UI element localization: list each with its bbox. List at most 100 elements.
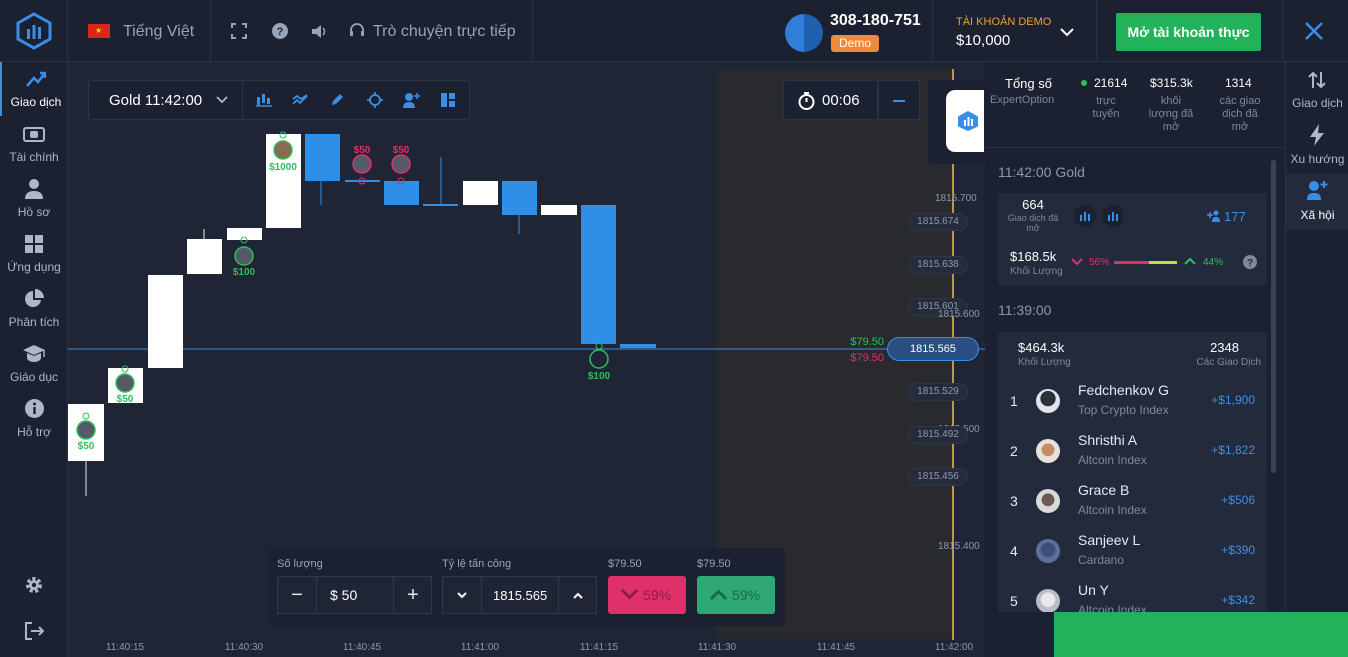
down-percent: 56% — [1089, 257, 1110, 268]
sidebar-item-label: Hỗ trợ — [17, 425, 51, 439]
payout-down-label: $79.50 — [850, 352, 884, 364]
trader-avatar[interactable] — [1074, 205, 1096, 227]
svg-text:$100: $100 — [233, 267, 256, 278]
trade-marker[interactable]: $50 — [391, 145, 411, 185]
rnav-item-trading[interactable]: Giao dịch — [1286, 62, 1348, 118]
chevron-down-icon[interactable] — [457, 592, 467, 599]
language-selector[interactable]: Tiếng Việt — [123, 23, 195, 40]
add-user-icon[interactable] — [1206, 210, 1220, 222]
rnav-item-label: Xu hướng — [1290, 152, 1345, 166]
trade-marker[interactable]: $100 — [233, 236, 256, 278]
sidebar-item-label: Hồ sơ — [17, 205, 51, 219]
rnav-item-social[interactable]: Xã hội — [1286, 174, 1348, 230]
amount-increase-button[interactable]: + — [407, 584, 419, 606]
indicators-icon[interactable] — [292, 93, 308, 107]
chevron-up-icon[interactable] — [573, 592, 583, 599]
followers-count[interactable]: 177 — [1224, 209, 1246, 224]
list-item[interactable]: 1 Fedchenkov G Top Crypto Index +$1,900 — [998, 376, 1267, 426]
right-nav: Giao dịch Xu hướng Xã hội — [1285, 62, 1348, 657]
call-button[interactable]: 59% — [697, 576, 775, 614]
online-value: 21614 — [1094, 76, 1128, 90]
headset-icon[interactable] — [349, 23, 365, 39]
close-icon[interactable] — [1304, 21, 1324, 41]
layout-icon[interactable] — [441, 93, 455, 107]
chevron-down-icon[interactable] — [216, 96, 228, 104]
candle — [541, 205, 577, 215]
info-icon — [25, 399, 44, 418]
crosshair-icon[interactable] — [367, 92, 383, 108]
rnav-item-label: Xã hội — [1300, 208, 1335, 222]
fullscreen-icon[interactable] — [231, 23, 247, 39]
app-promo-image — [946, 90, 984, 152]
sound-icon[interactable] — [311, 24, 327, 39]
add-user-icon — [1307, 181, 1328, 200]
sidebar-item-apps[interactable]: Ứng dụng — [0, 227, 68, 281]
chevron-down-icon[interactable] — [1060, 28, 1074, 37]
sidebar-item-finance[interactable]: Tài chính — [0, 117, 68, 171]
rnav-item-trends[interactable]: Xu hướng — [1286, 118, 1348, 174]
trader-avatar[interactable] — [1102, 205, 1124, 227]
amount-input[interactable]: $ 50 — [330, 587, 358, 603]
sentiment-bar-up — [1149, 261, 1177, 264]
avatar[interactable] — [785, 14, 823, 52]
online-dot-icon — [1081, 80, 1087, 86]
logo-icon — [958, 111, 978, 131]
current-price-badge: 1815.565 — [887, 337, 979, 361]
list-item[interactable]: 5 Un Y Altcoin Index +$342 — [998, 576, 1267, 612]
sidebar-item-trading[interactable]: Giao dịch — [0, 62, 68, 116]
account-type[interactable]: TÀI KHOẢN DEMO — [956, 16, 1052, 28]
expiry-timer[interactable]: 00:06 — [783, 80, 878, 120]
trade-marker[interactable]: $50 — [352, 145, 372, 185]
price-tick: 1815.492 — [908, 426, 968, 444]
put-button[interactable]: 59% — [608, 576, 686, 614]
arrow-down-icon — [621, 589, 638, 600]
trader-name: Un Y — [1078, 582, 1109, 598]
trade-marker[interactable]: $100 — [588, 342, 611, 382]
timer-decrease-button[interactable] — [878, 80, 920, 120]
open-real-account-button[interactable]: Mở tài khoản thực — [1116, 13, 1261, 51]
asset-selector[interactable]: Gold 11:42:00 — [109, 92, 203, 109]
logo[interactable] — [0, 0, 68, 62]
candle — [581, 205, 616, 344]
sidebar-item-analysis[interactable]: Phân tích — [0, 282, 68, 336]
app-promo-card[interactable] — [928, 80, 985, 164]
volume-label: Khối Lượng — [1010, 266, 1063, 277]
account-id: 308-180-751 — [830, 12, 921, 29]
trade-marker[interactable]: $1000 — [269, 131, 297, 173]
sidebar-item-support[interactable]: Hỗ trợ — [0, 392, 68, 446]
logout-icon[interactable] — [24, 622, 44, 640]
balance[interactable]: $10,000 — [956, 32, 1011, 49]
list-item[interactable]: 3 Grace B Altcoin Index +$506 — [998, 476, 1267, 526]
svg-text:?: ? — [277, 26, 284, 38]
help-icon[interactable]: ? — [1243, 255, 1257, 269]
rnav-item-label: Giao dịch — [1292, 96, 1343, 110]
trades-value: 1314 — [1225, 76, 1252, 90]
rank: 2 — [1010, 443, 1018, 459]
add-user-icon[interactable] — [403, 92, 420, 108]
price-tick: 1815.456 — [908, 468, 968, 486]
gear-icon[interactable] — [24, 575, 44, 595]
trader-name: Shristhi A — [1078, 432, 1138, 448]
sidebar-item-profile[interactable]: Hồ sơ — [0, 172, 68, 226]
amount-decrease-button[interactable]: − — [291, 584, 303, 606]
time-label: 11:41:15 — [580, 642, 619, 653]
trade-marker[interactable]: $50 — [115, 365, 135, 405]
scrollbar[interactable] — [1271, 160, 1276, 473]
list-item[interactable]: 4 Sanjeev L Cardano +$390 — [998, 526, 1267, 576]
svg-text:$1000: $1000 — [269, 162, 297, 173]
help-icon[interactable]: ? — [272, 23, 288, 39]
list-item[interactable]: 2 Shristhi A Altcoin Index +$1,822 — [998, 426, 1267, 476]
strike-input[interactable]: 1815.565 — [493, 588, 548, 603]
trade-marker[interactable]: $50 — [76, 412, 96, 452]
candles-type-icon[interactable] — [256, 93, 272, 107]
cta-banner[interactable] — [1054, 612, 1348, 657]
price-tick: 1815.600 — [938, 309, 980, 320]
section-title: 11:42:00 Gold — [998, 164, 1085, 180]
live-chat-link[interactable]: Trò chuyện trực tiếp — [373, 23, 516, 40]
vietnam-flag-icon[interactable]: ★ — [88, 24, 110, 38]
sidebar-item-education[interactable]: Giáo dục — [0, 337, 68, 391]
time-label: 11:40:30 — [225, 642, 264, 653]
price-tick: 1815.674 — [908, 213, 968, 231]
pencil-icon[interactable] — [330, 93, 344, 107]
